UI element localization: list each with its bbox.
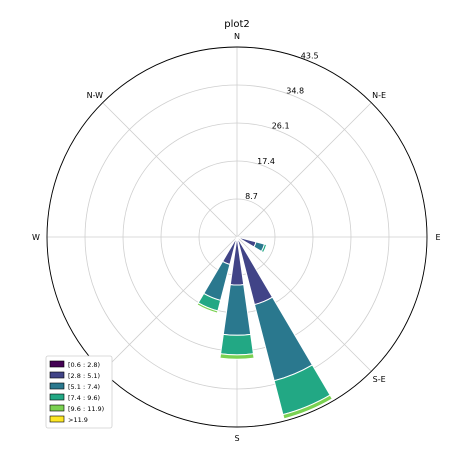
axis-labels: 8.7 17.4 26.1 34.8 43.5 N N-E E S-E S N-W W [32, 32, 440, 443]
rose-segment [253, 296, 314, 382]
legend-label: [2.8 : 5.1) [68, 372, 100, 380]
radial-tick-label: 34.8 [286, 87, 304, 96]
polar-frame [46, 46, 428, 428]
rose-segment [222, 284, 252, 336]
radial-tick-label: 17.4 [257, 157, 275, 166]
direction-label: N [234, 32, 240, 41]
legend-label: [7.4 : 9.6) [68, 394, 100, 402]
rose-segment [203, 260, 231, 302]
grid-spoke [236, 236, 372, 372]
rose-segment [220, 333, 254, 356]
legend-label: [0.6 : 2.8) [68, 361, 100, 369]
direction-label: N-E [372, 91, 386, 100]
legend-swatch [49, 371, 65, 379]
legend-swatch [49, 393, 65, 401]
legend-swatch [49, 382, 65, 390]
legend-label: [9.6 : 11.9) [68, 405, 104, 413]
direction-label: S-E [373, 375, 386, 384]
legend-swatch [49, 404, 65, 412]
chart-title: plot2 [224, 19, 250, 30]
legend-swatch [49, 415, 65, 423]
radial-tick-label: 26.1 [272, 122, 290, 131]
legend-label: >11.9 [68, 416, 88, 424]
direction-label: N-W [87, 91, 104, 100]
direction-label: E [435, 233, 440, 242]
rose-segment [196, 302, 219, 314]
legend-label: [5.1 : 7.4) [68, 383, 100, 391]
rose-segment [219, 353, 255, 360]
polar-grid [46, 46, 428, 428]
legend-swatch [49, 360, 65, 368]
grid-ring [84, 84, 390, 390]
rose-segment [282, 394, 334, 420]
direction-label: S [234, 434, 239, 443]
rose-segment [260, 243, 268, 254]
grid-spoke [102, 102, 238, 238]
radial-tick-label: 8.7 [245, 192, 258, 201]
grid-spoke [102, 236, 238, 372]
rose-bars [196, 236, 334, 420]
grid-spoke [236, 102, 372, 238]
legend: [0.6 : 2.8) [2.8 : 5.1) [5.1 : 7.4) [7.4 : … [45, 355, 113, 429]
radial-tick-label: 43.5 [301, 51, 319, 60]
direction-label: W [32, 233, 40, 242]
